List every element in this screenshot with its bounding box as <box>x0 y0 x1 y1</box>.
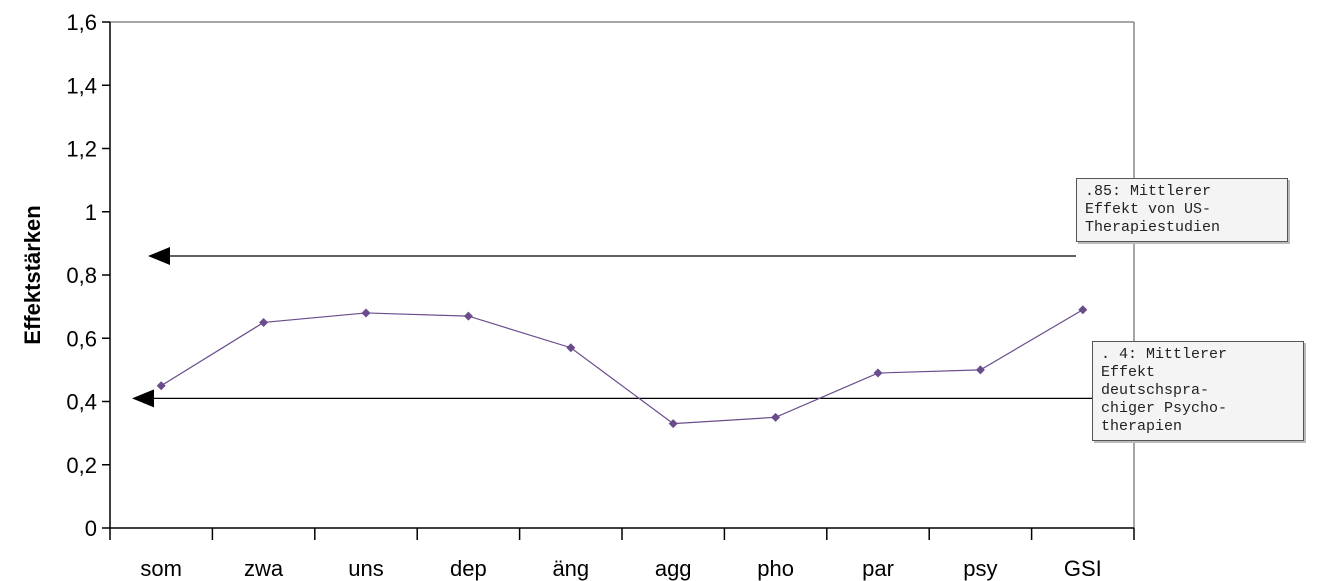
x-tick-label: dep <box>450 556 487 581</box>
y-tick-label: 1,6 <box>66 10 97 35</box>
x-tick-label: psy <box>963 556 997 581</box>
y-tick-label: 1 <box>85 200 97 225</box>
y-tick-label: 0,2 <box>66 453 97 478</box>
y-axis-label: Effektstärken <box>20 205 45 344</box>
x-tick-label: par <box>862 556 894 581</box>
data-point <box>361 308 371 318</box>
x-tick-label: pho <box>757 556 794 581</box>
data-point <box>156 381 166 391</box>
reference-arrow-head <box>148 247 170 266</box>
series-line <box>160 309 1084 425</box>
data-point <box>873 368 883 378</box>
reference-arrow-head <box>132 389 154 408</box>
data-point <box>975 365 985 375</box>
y-tick-label: 1,2 <box>66 137 97 162</box>
x-tick-label: GSI <box>1064 556 1102 581</box>
y-tick-label: 0 <box>85 516 97 541</box>
x-tick-label: äng <box>552 556 589 581</box>
x-tick-label: zwa <box>244 556 284 581</box>
data-point <box>1078 305 1088 315</box>
data-point <box>668 419 678 429</box>
x-tick-label: som <box>140 556 182 581</box>
x-tick-label: agg <box>655 556 692 581</box>
data-point <box>463 311 473 321</box>
annotation-us-studies: .85: Mittlerer Effekt von US- Therapiest… <box>1076 178 1288 242</box>
y-tick-label: 0,4 <box>66 390 97 415</box>
data-point <box>259 317 269 327</box>
x-tick-label: uns <box>348 556 383 581</box>
reference-lines <box>132 247 1092 408</box>
annotation-german-studies: . 4: Mittlerer Effekt deutschspra- chige… <box>1092 341 1304 441</box>
y-tick-label: 0,6 <box>66 326 97 351</box>
y-ticks: 0 0,2 0,4 0,6 0,8 1 1,2 1,4 1,6 <box>66 10 110 541</box>
data-point <box>771 412 781 422</box>
y-tick-label: 0,8 <box>66 263 97 288</box>
series <box>156 305 1088 429</box>
data-point <box>566 343 576 353</box>
axes <box>109 21 1135 529</box>
y-tick-label: 1,4 <box>66 73 97 98</box>
x-ticks: som zwa uns dep äng agg pho par psy GSI <box>109 528 1135 581</box>
